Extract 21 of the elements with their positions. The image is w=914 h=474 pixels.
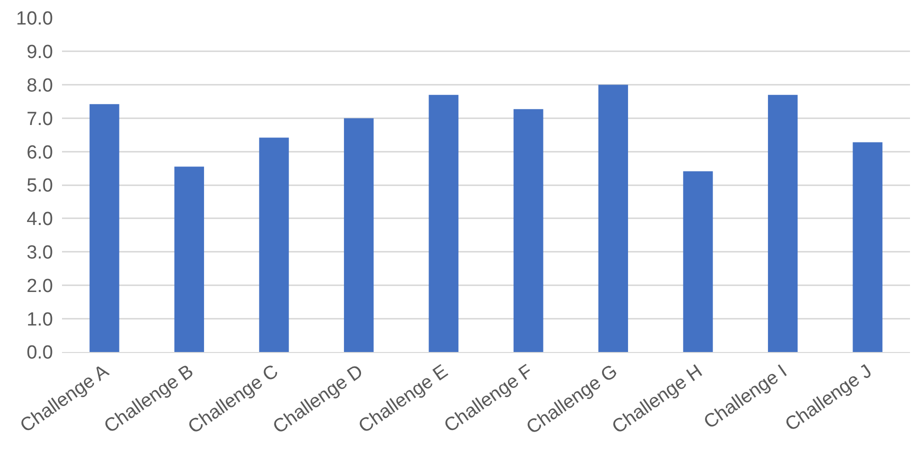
y-tick-label: 7.0	[26, 108, 53, 130]
bar	[852, 142, 882, 352]
bar	[514, 109, 544, 352]
bar	[90, 104, 120, 352]
bar	[259, 138, 289, 352]
y-tick-label: 10.0	[16, 8, 53, 30]
bar	[428, 94, 458, 352]
y-tick-label: 5.0	[26, 176, 53, 197]
y-tick-label: 4.0	[26, 209, 53, 230]
y-tick-label: 0.0	[26, 342, 53, 364]
bar	[344, 118, 374, 352]
bar	[598, 84, 628, 352]
bar	[174, 166, 204, 352]
y-tick-label: 3.0	[26, 242, 53, 264]
y-tick-label: 6.0	[26, 142, 53, 164]
y-tick-label: 1.0	[26, 309, 53, 330]
bar	[768, 94, 798, 352]
y-tick-label: 2.0	[26, 276, 53, 297]
y-tick-label: 9.0	[26, 42, 53, 64]
bar	[683, 171, 713, 352]
y-tick-label: 8.0	[26, 75, 53, 96]
